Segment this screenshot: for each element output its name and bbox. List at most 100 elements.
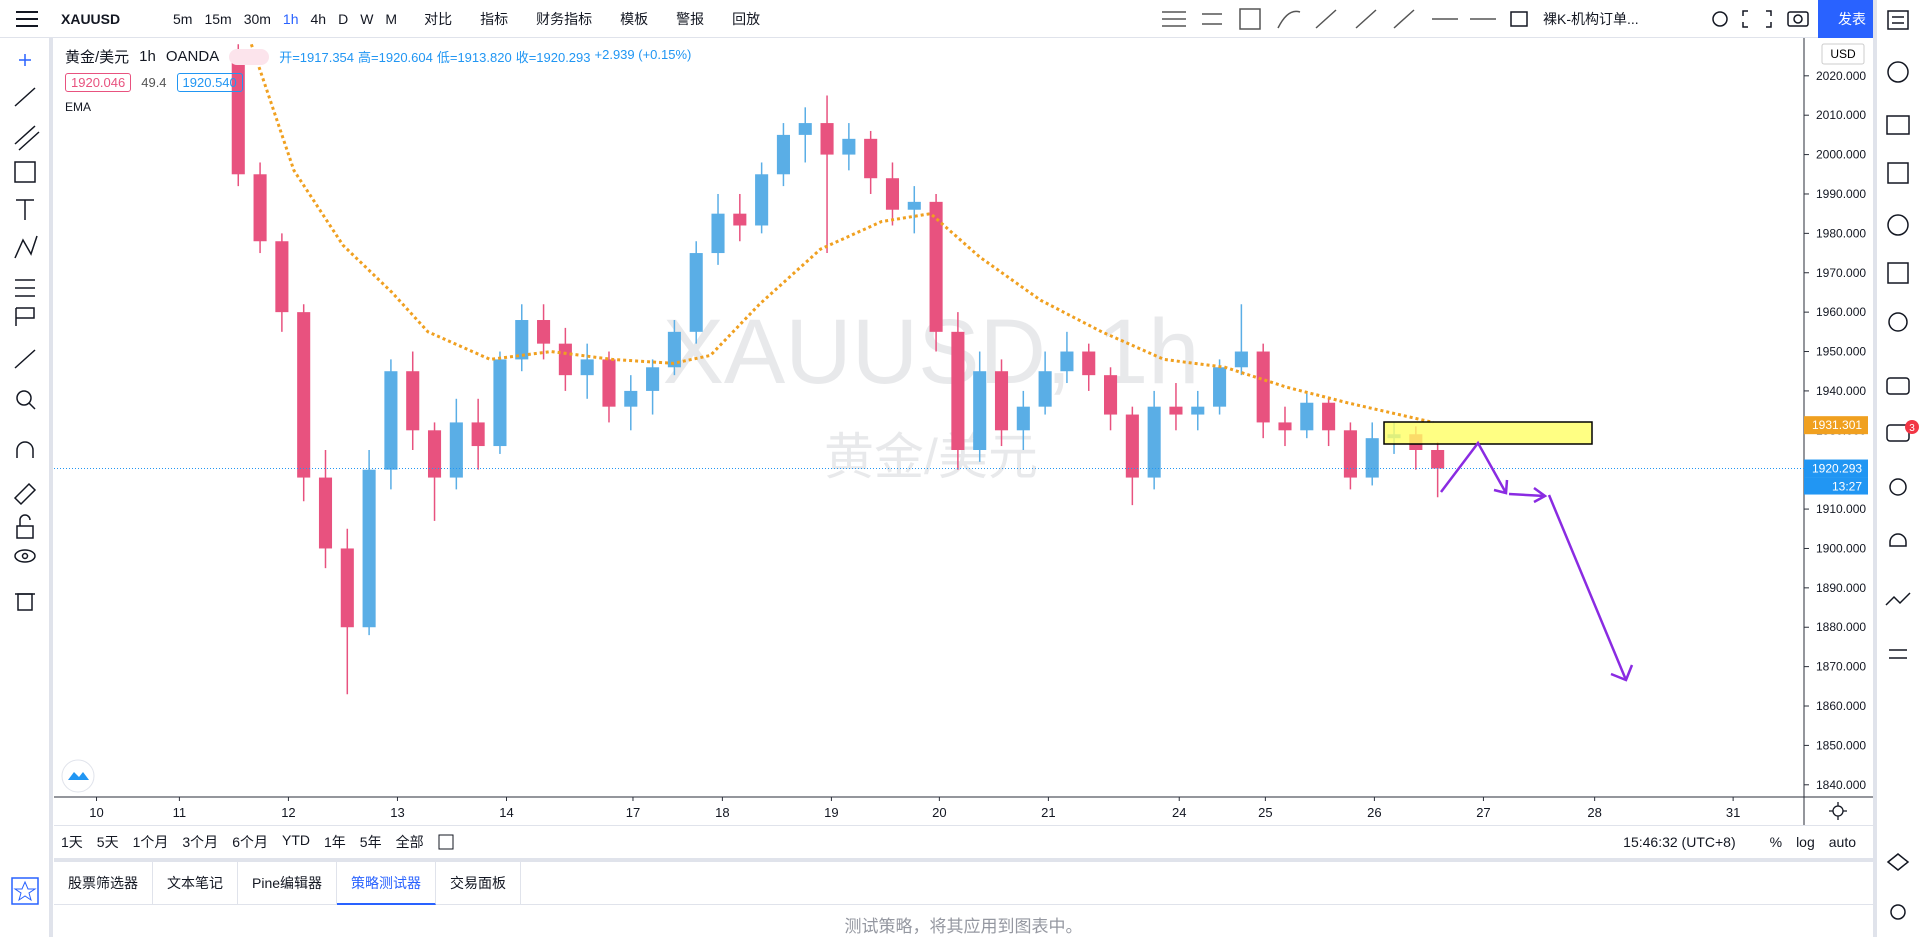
scale-option[interactable]: auto (1828, 834, 1856, 850)
x-tick-label: 10 (89, 805, 103, 820)
left-tool-icons (13, 54, 40, 611)
countdown: 13:27 (1832, 480, 1862, 494)
panel-tab[interactable]: 交易面板 (436, 861, 522, 905)
forecast-arrows (1440, 440, 1634, 682)
y-tick-label: 1980.000 (1816, 226, 1866, 240)
candle-body (340, 548, 354, 628)
candle-body (558, 343, 572, 376)
x-tick-label: 24 (1172, 805, 1186, 820)
y-tick-label: 1880.000 (1816, 620, 1866, 634)
panel-tab[interactable]: 策略测试器 (337, 861, 437, 905)
interval[interactable]: M (385, 10, 398, 27)
bid: 1920.046 (65, 73, 132, 92)
candle-body (580, 359, 594, 376)
y-tick-label: 1990.000 (1816, 187, 1866, 201)
y-tick-label: 1950.000 (1816, 345, 1866, 359)
last-price-box (1804, 459, 1868, 478)
candle-body (1082, 351, 1096, 376)
interval[interactable]: D (338, 10, 349, 27)
candle-body (820, 123, 834, 155)
ohlc-value: 收=1920.293 (515, 50, 591, 65)
toolbar-button[interactable]: 指标 (480, 10, 509, 27)
candle-body (907, 201, 921, 210)
chart: XAUUSD, 1h 黄金/美元 1840.0001850.0001860.00… (54, 38, 1873, 825)
ema-line (249, 43, 1434, 424)
toolbar-button[interactable]: 模板 (620, 10, 649, 27)
toolbar-button[interactable]: 财务指标 (536, 10, 593, 27)
toolbar-buttons: 对比 指标 财务指标 模板 警报 回放 (410, 9, 774, 29)
y-tick-label: 1840.000 (1816, 778, 1866, 792)
candle-body (1060, 351, 1074, 372)
ask: 1920.540 (176, 73, 243, 92)
ohlc-value: 低=1913.820 (436, 50, 512, 65)
range-button[interactable]: 5年 (359, 834, 382, 850)
currency: USD (1830, 47, 1856, 61)
rect-icon[interactable] (1502, 0, 1536, 38)
interval[interactable]: 30m (243, 10, 271, 27)
panel-tab[interactable]: 股票筛选器 (54, 861, 153, 905)
favorites-icon[interactable] (0, 866, 49, 926)
panel-tab[interactable]: Pine编辑器 (238, 861, 338, 905)
range-button[interactable]: 6个月 (232, 834, 268, 850)
ohlc-value: 开=1917.354 (279, 50, 355, 65)
right-sidebar: 3 (1873, 0, 1920, 937)
y-tick-label: 2000.000 (1816, 148, 1866, 162)
candle-body (929, 201, 943, 332)
candle-body (275, 241, 289, 313)
toolbar-button[interactable]: 警报 (676, 10, 705, 27)
range-button[interactable]: 全部 (395, 834, 424, 850)
toolbar-button[interactable]: 回放 (732, 10, 761, 27)
range-button[interactable]: 5天 (96, 834, 119, 850)
candle-body (1278, 422, 1292, 431)
candle-body (1322, 402, 1336, 431)
interval[interactable]: 1h (282, 10, 299, 27)
candle-body (1343, 430, 1357, 478)
symbol[interactable]: XAUUSD (61, 10, 121, 27)
panel-tab[interactable]: 文本笔记 (153, 861, 238, 905)
candle-body (1125, 414, 1139, 478)
x-tick-label: 21 (1041, 805, 1055, 820)
last-price-label: 1920.293 (1812, 462, 1862, 476)
interval[interactable]: W (360, 10, 374, 27)
candle-body (537, 320, 551, 344)
candle-body (711, 213, 725, 254)
intervals: 5m 15m 30m 1h 4h D W M (160, 11, 410, 27)
goto-date[interactable] (431, 827, 461, 857)
candle-body (1256, 351, 1270, 423)
layout-name[interactable]: 裸K-机构订单... (1543, 10, 1639, 27)
scale-option[interactable]: log (1796, 834, 1815, 850)
x-tick-label: 28 (1587, 805, 1601, 820)
range-button[interactable]: 3个月 (182, 834, 219, 850)
legend-exchange: OANDA (165, 48, 220, 65)
x-tick-label: 19 (824, 805, 838, 820)
ranges: 1天 5天 1个月 3个月 6个月 YTD 1年 5年 全部 (54, 832, 431, 852)
interval[interactable]: 4h (310, 10, 327, 27)
y-tick-label: 1890.000 (1816, 581, 1866, 595)
interval[interactable]: 5m (173, 10, 193, 27)
indicator-name: EMA (65, 100, 92, 114)
candle-body (384, 371, 398, 470)
interval[interactable]: 15m (204, 10, 232, 27)
x-tick-label: 18 (715, 805, 729, 820)
legend: 黄金/美元 1h OANDA 开=1917.354 高=1920.604 低=191… (65, 46, 691, 114)
range-button[interactable]: 1年 (323, 834, 346, 850)
legend-interval: 1h (139, 48, 156, 65)
x-tick-label: 13 (390, 805, 404, 820)
toolbar-button[interactable]: 对比 (424, 10, 453, 27)
x-tick-label: 26 (1367, 805, 1381, 820)
candle-body (1234, 351, 1248, 368)
y-tick-label: 1960.000 (1816, 305, 1866, 319)
y-tick-label: 1860.000 (1816, 699, 1866, 713)
scale-option[interactable]: % (1769, 834, 1783, 850)
axis-settings-icon[interactable] (1829, 802, 1847, 820)
candle-body (602, 359, 616, 407)
range-button[interactable]: 1个月 (132, 834, 169, 850)
y-tick-label: 1940.000 (1816, 384, 1866, 398)
candle-body (1038, 371, 1052, 407)
left-toolbar (0, 38, 53, 937)
range-button[interactable]: YTD (281, 832, 310, 848)
range-button[interactable]: 1天 (61, 834, 83, 850)
menu-icon[interactable] (0, 0, 54, 38)
candle-body (842, 138, 856, 155)
candle-body (449, 422, 463, 478)
